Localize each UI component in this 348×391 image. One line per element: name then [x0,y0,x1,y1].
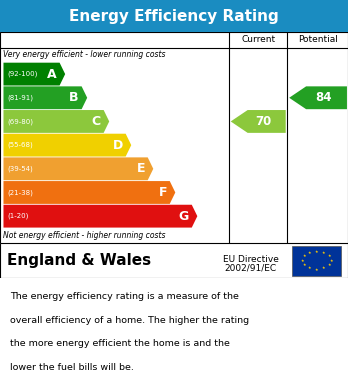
Text: 84: 84 [315,91,331,104]
Text: Very energy efficient - lower running costs: Very energy efficient - lower running co… [3,50,166,59]
Text: (69-80): (69-80) [8,118,34,125]
Text: (92-100): (92-100) [8,71,38,77]
Polygon shape [3,86,87,109]
Text: ★: ★ [327,255,331,258]
Text: the more energy efficient the home is and the: the more energy efficient the home is an… [10,339,230,348]
Text: 70: 70 [255,115,271,128]
Text: EU Directive: EU Directive [223,255,278,264]
Polygon shape [3,134,131,156]
Polygon shape [231,110,286,133]
Text: (21-38): (21-38) [8,189,33,196]
Bar [292,246,341,276]
Text: ★: ★ [330,259,333,263]
Text: (81-91): (81-91) [8,95,34,101]
Polygon shape [289,86,347,109]
Text: C: C [92,115,101,128]
Text: ★: ★ [302,263,306,267]
Polygon shape [3,205,197,228]
Text: ★: ★ [315,268,318,272]
Polygon shape [3,181,175,204]
Text: lower the fuel bills will be.: lower the fuel bills will be. [10,363,134,372]
Text: ★: ★ [327,263,331,267]
Text: ★: ★ [315,250,318,254]
Text: Potential: Potential [298,36,338,45]
Text: (55-68): (55-68) [8,142,33,148]
Text: ★: ★ [302,255,306,258]
Text: E: E [136,162,145,175]
Text: Current: Current [241,36,275,45]
Text: The energy efficiency rating is a measure of the: The energy efficiency rating is a measur… [10,292,239,301]
Polygon shape [3,63,65,86]
Text: ★: ★ [322,267,326,271]
Text: ★: ★ [308,251,311,255]
Text: D: D [113,139,123,152]
Text: Energy Efficiency Rating: Energy Efficiency Rating [69,9,279,23]
Text: B: B [69,91,79,104]
Polygon shape [3,158,153,180]
Text: ★: ★ [322,251,326,255]
Text: 2002/91/EC: 2002/91/EC [224,263,277,273]
Text: (1-20): (1-20) [8,213,29,219]
Text: F: F [158,186,167,199]
Text: overall efficiency of a home. The higher the rating: overall efficiency of a home. The higher… [10,316,250,325]
Text: ★: ★ [300,259,304,263]
Text: A: A [47,68,57,81]
Text: ★: ★ [308,267,311,271]
Text: Not energy efficient - higher running costs: Not energy efficient - higher running co… [3,231,166,240]
Text: (39-54): (39-54) [8,165,33,172]
Text: G: G [179,210,189,222]
Text: England & Wales: England & Wales [7,253,151,268]
Polygon shape [3,110,109,133]
